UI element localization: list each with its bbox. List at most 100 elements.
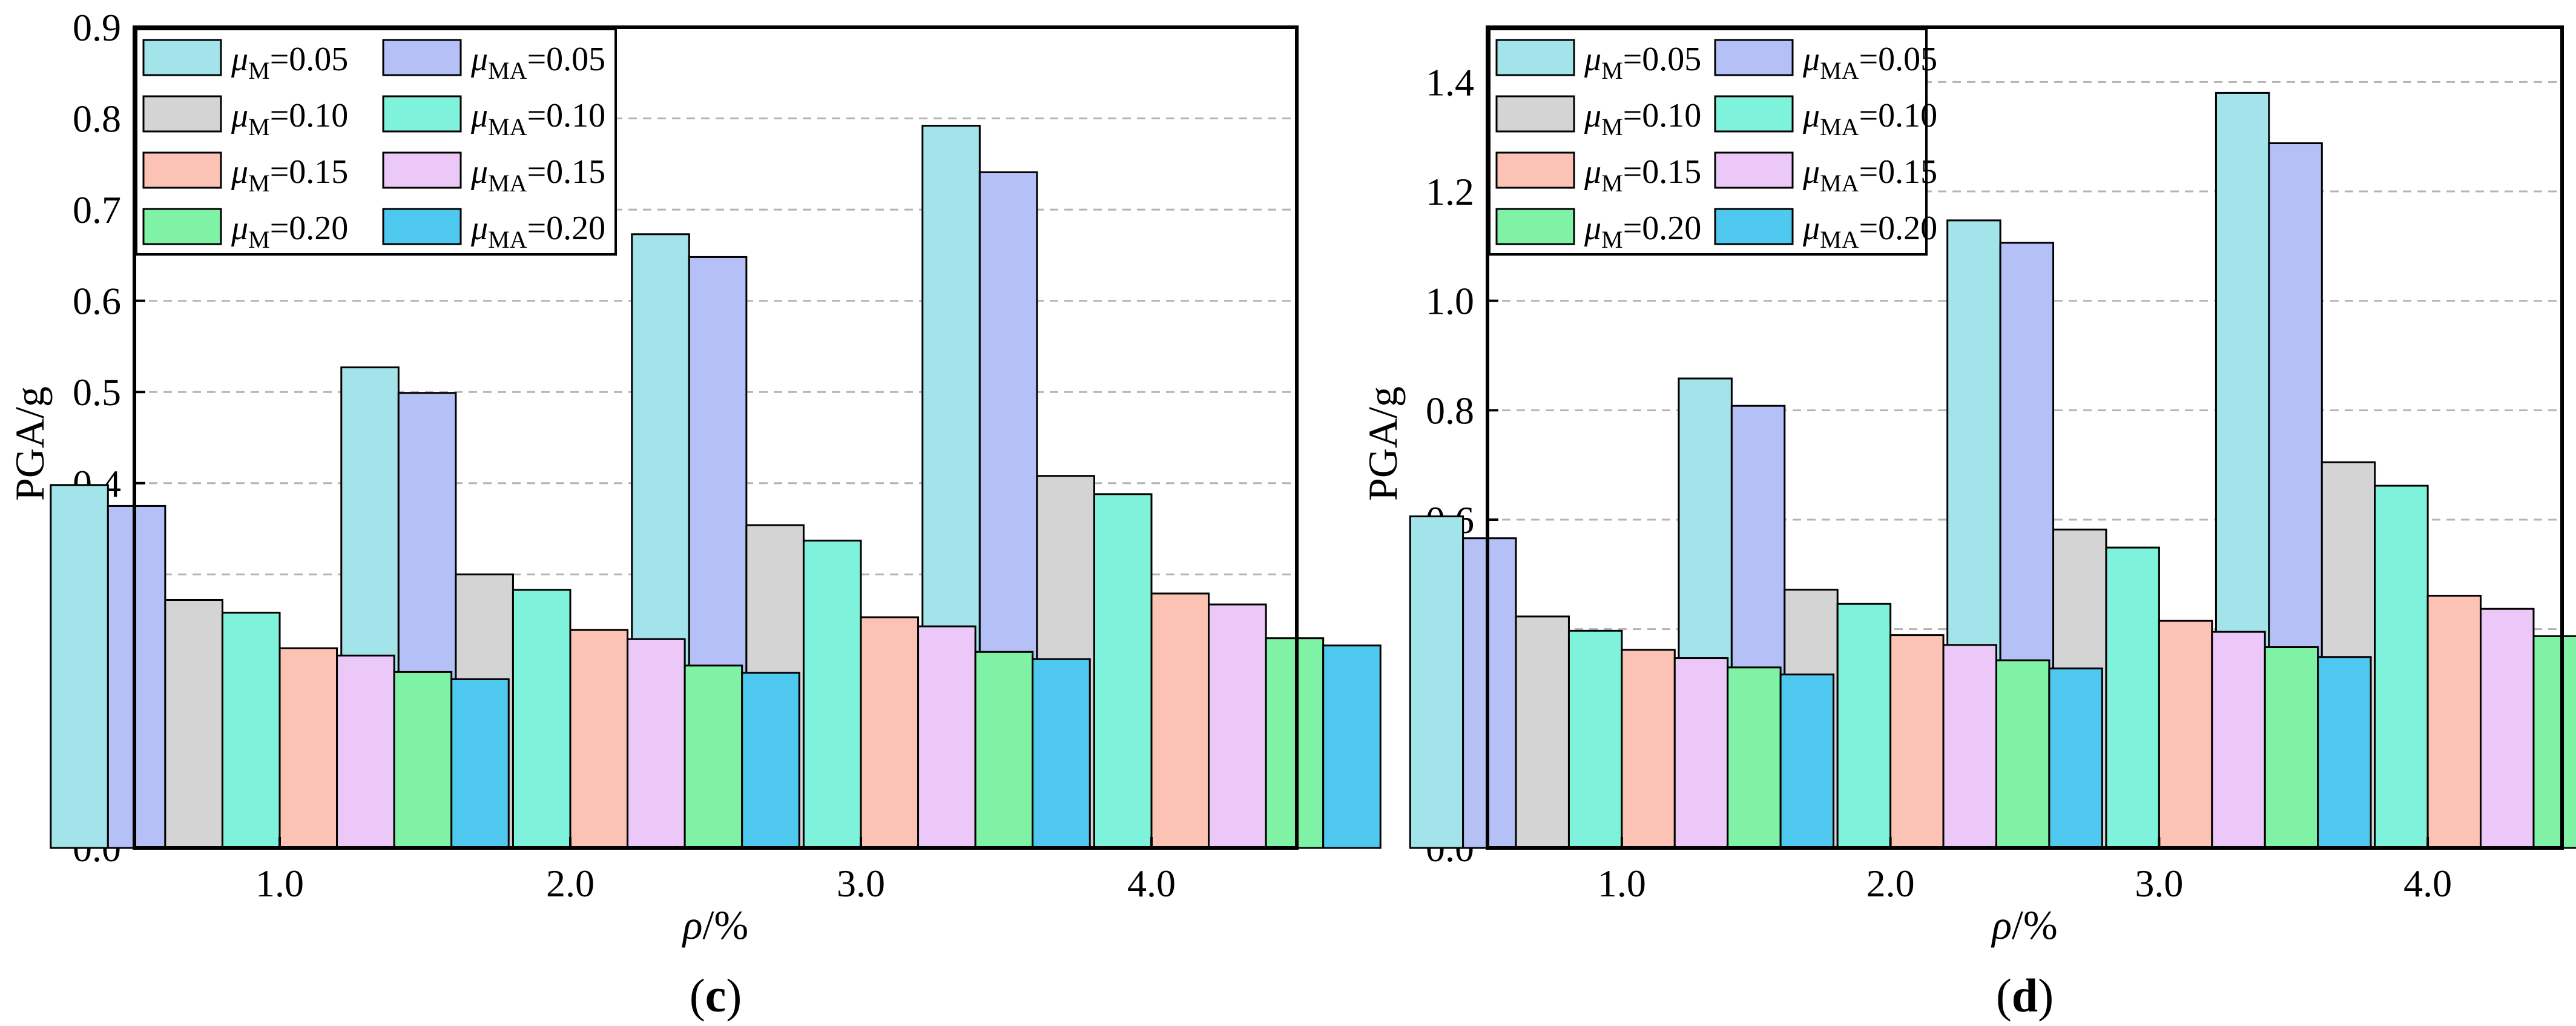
legend-item: μM=0.20 [142,208,348,253]
bar-c-s1-c1 [50,484,109,849]
x-axis-symbol: ρ [682,902,703,948]
x-tick-label: 4.0 [2403,862,2452,905]
bar-d-s7-c1 [1727,666,1782,849]
bar-c-s7-c1 [393,670,453,849]
bar-c-s3-c1 [164,598,223,849]
legend-swatch [382,208,462,245]
bar-c-s6-c3 [917,625,977,849]
legend-item: μM=0.05 [142,39,348,84]
bar-c-s4-c3 [802,540,862,849]
x-axis-label: ρ/% [682,902,748,948]
panel-label: (c) [690,969,742,1022]
legend-item: μMA=0.15 [382,151,605,197]
bar-c-s2-c1 [107,505,166,849]
legend-swatch [142,39,222,76]
legend: μM=0.05 μMA=0.05 μM=0.10 μMA=0.10 μM=0.15 μMA… [1488,28,1937,256]
legend-label: μM=0.05 [1584,41,1701,84]
bar-c-s4-c2 [512,589,572,849]
chart-panel-d: 0.00.20.40.60.81.01.21.41.02.03.04.0PGA/… [1360,25,2576,1022]
bar-d-s3-c1 [1515,615,1570,849]
chart-panel-c: 0.00.10.20.30.40.50.60.70.80.91.02.03.04… [7,6,1382,1022]
x-axis-unit: /% [2012,902,2058,948]
y-tick-label: 1.2 [1426,170,1474,213]
bar-d-s4-c4 [2374,485,2429,849]
legend-swatch [142,95,222,133]
legend-item: μMA=0.15 [1714,151,1937,197]
bar-d-s5-c4 [2426,595,2482,849]
bar-d-s4-c3 [2105,546,2160,849]
legend-swatch [382,39,462,76]
y-axis-label: PGA/g [1360,386,1406,501]
legend-item: μMA=0.05 [1714,39,1937,84]
legend-label: μM=0.10 [1584,97,1701,141]
legend-item: μMA=0.10 [382,95,605,141]
y-tick-label: 0.9 [73,6,121,49]
bar-d-s4-c1 [1567,629,1623,849]
legend-swatch [1714,151,1794,189]
bar-d-s2-c1 [1462,537,1517,849]
bar-c-s8-c2 [741,672,800,849]
legend-item: μMA=0.05 [382,39,605,84]
plot-frame [133,25,1299,850]
legend-swatch [1714,208,1794,245]
legend-label: μMA=0.10 [470,97,605,141]
bar-c-s5-c2 [569,629,629,849]
legend-item: μMA=0.10 [1714,95,1937,141]
y-tick-label: 1.4 [1426,61,1474,104]
panel-letter: c [705,969,726,1022]
bar-c-s5-c3 [860,616,920,849]
legend-item: μM=0.15 [142,151,348,197]
panel-label: (d) [1996,969,2054,1022]
y-tick-label: 0.8 [1426,389,1474,432]
bar-d-s8-c2 [2048,667,2103,849]
legend-label: μMA=0.15 [470,153,605,197]
x-tick-label: 3.0 [837,862,885,905]
legend-label: μM=0.20 [231,210,348,253]
bar-c-s6-c1 [336,654,395,849]
plot-frame [1486,25,2564,850]
legend-swatch [142,151,222,189]
legend-item: μMA=0.20 [1714,208,1937,253]
y-tick-label: 0.8 [73,98,121,141]
bar-d-s8-c3 [2317,656,2372,849]
bar-d-s1-c1 [1409,515,1464,849]
x-tick-label: 4.0 [1127,862,1176,905]
legend-label: μM=0.15 [1584,153,1701,197]
x-tick-label: 1.0 [1598,862,1646,905]
bar-c-s5-c1 [278,647,338,849]
legend-label: μMA=0.15 [1802,153,1937,197]
bar-d-s5-c2 [1889,634,1945,849]
bar-c-s7-c2 [684,664,743,849]
bar-c-s8-c1 [450,678,510,849]
bar-c-s7-c4 [1265,637,1325,849]
legend-label: μMA=0.20 [1802,210,1937,253]
legend-swatch [1495,151,1575,189]
bar-d-s6-c3 [2211,630,2266,849]
legend-swatch [1714,39,1794,76]
x-axis-symbol: ρ [1991,902,2012,948]
bar-d-s7-c4 [2532,635,2576,849]
bar-c-s6-c4 [1208,603,1267,849]
legend-item: μM=0.10 [142,95,348,141]
legend-item: μMA=0.20 [382,208,605,253]
legend-item: μM=0.20 [1495,208,1701,253]
bar-c-s6-c2 [627,638,686,849]
y-tick-label: 0.7 [73,188,121,231]
bar-d-s6-c4 [2480,607,2535,849]
x-axis-unit: /% [703,902,749,948]
legend-swatch [382,95,462,133]
y-tick-label: 1.0 [1426,280,1474,323]
legend-label: μM=0.05 [231,41,348,84]
legend-swatch [142,208,222,245]
x-axis-label: ρ/% [1991,902,2057,948]
legend-item: μM=0.15 [1495,151,1701,197]
legend-swatch [1495,39,1575,76]
legend-label: μM=0.10 [231,97,348,141]
bar-d-s4-c2 [1836,603,1892,849]
legend-label: μMA=0.05 [470,41,605,84]
legend: μM=0.05 μMA=0.05 μM=0.10 μMA=0.10 μM=0.15 μMA… [135,28,617,256]
legend-label: μMA=0.05 [1802,41,1937,84]
y-axis-label: PGA/g [7,386,53,501]
legend-swatch [382,151,462,189]
legend-item: μM=0.10 [1495,95,1701,141]
